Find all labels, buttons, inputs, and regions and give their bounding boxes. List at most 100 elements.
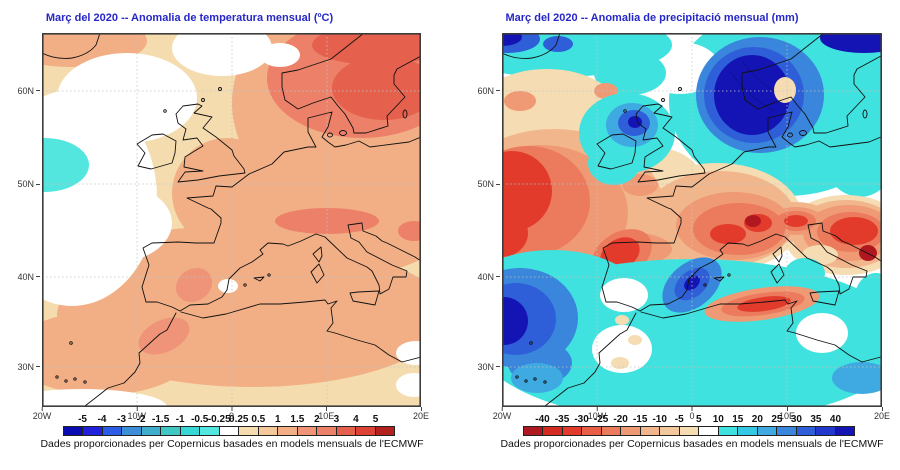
colorbar-label--25: -25 <box>593 414 609 425</box>
colorbar-label--40: -40 <box>535 414 550 425</box>
x-tick-0: 0 <box>229 407 234 421</box>
colorbar-label-5: 5 <box>695 414 702 425</box>
precipitation-x-axis: 20W 10W 0 10E 20E <box>493 407 890 423</box>
colorbar-label--35: -35 <box>554 414 570 425</box>
colorbar-cell <box>835 427 854 435</box>
data-source-caption: Dades proporcionades per Copernicus basa… <box>40 438 424 450</box>
y-tick-50N: 50N <box>477 179 500 189</box>
precipitation-anomaly-field <box>502 33 882 407</box>
colorbar-label-10: 10 <box>712 414 724 425</box>
x-tick-10W: 10W <box>588 407 606 421</box>
colorbar-cell <box>336 427 357 435</box>
colorbar-label-0.25: 0.25 <box>229 414 249 425</box>
colorbar-cell <box>757 427 778 435</box>
colorbar-cell <box>679 427 700 435</box>
y-tick-30N: 30N <box>17 362 40 372</box>
colorbar-label-1.5: 1.5 <box>290 414 305 425</box>
colorbar-label-30: 30 <box>790 414 802 425</box>
colorbar-cell <box>582 427 602 435</box>
colorbar-label-4: 4 <box>353 414 359 425</box>
y-tick-40N: 40N <box>17 272 40 282</box>
colorbar-cell <box>64 427 84 435</box>
colorbar-cell <box>718 427 739 435</box>
colorbar-cell <box>278 427 298 435</box>
colorbar-cell <box>640 427 661 435</box>
temperature-x-axis: 20W 10W 0 10E 20E <box>33 407 429 423</box>
precipitation-colorbar-labels: -40 -35 -30 -25 -20 -15 -10 -5 5 10 15 20 25 30 35 40 <box>523 414 855 425</box>
colorbar-cell <box>356 427 376 435</box>
colorbar-cell <box>102 427 123 435</box>
map-frame <box>42 33 421 407</box>
colorbar-cell <box>180 427 201 435</box>
colorbar-cell <box>543 427 563 435</box>
colorbar-label-1: 1 <box>275 414 281 425</box>
precipitation-panel: Març del 2020 -- Anomalia de precipitaci… <box>450 0 900 470</box>
colorbar-label-5: 5 <box>372 414 379 425</box>
colorbar-label--30: -30 <box>574 414 589 425</box>
colorbar-label-2: 2 <box>314 414 320 425</box>
colorbar-cell <box>621 427 641 435</box>
temperature-y-axis: 60N 50N 40N 30N <box>0 33 40 407</box>
x-tick-20E: 20E <box>874 407 890 421</box>
temperature-map-title: Març del 2020 -- Anomalia de temperatura… <box>45 12 334 24</box>
y-tick-60N: 60N <box>477 86 500 96</box>
colorbar-cell <box>122 427 142 435</box>
colorbar-label-20: 20 <box>751 414 763 425</box>
map-frame <box>502 33 882 407</box>
colorbar-cell <box>601 427 622 435</box>
temperature-anomaly-field <box>42 33 421 407</box>
colorbar-cell <box>219 427 240 435</box>
x-tick-0: 0 <box>689 407 695 421</box>
colorbar-cell <box>141 427 162 435</box>
colorbar-label-15: 15 <box>732 414 744 425</box>
colorbar-cell <box>699 427 719 435</box>
colorbar-cell <box>239 427 259 435</box>
y-tick-60N: 60N <box>17 86 40 96</box>
temperature-colorbar <box>63 426 395 436</box>
colorbar-cell <box>297 427 318 435</box>
colorbar-label-3: 3 <box>333 414 340 425</box>
colorbar-cell <box>660 427 680 435</box>
y-tick-30N: 30N <box>477 362 500 372</box>
colorbar-cell <box>161 427 181 435</box>
precipitation-y-axis: 60N 50N 40N 30N <box>460 33 500 407</box>
colorbar-label-25: 25 <box>771 414 783 425</box>
colorbar-label--3: -3 <box>117 414 127 425</box>
colorbar-label--1: -1 <box>175 414 185 425</box>
colorbar-cell <box>738 427 758 435</box>
colorbar-label--5: -5 <box>674 414 684 425</box>
colorbar-cell <box>796 427 817 435</box>
colorbar-cell <box>375 427 394 435</box>
colorbar-cell <box>816 427 836 435</box>
colorbar-cell <box>258 427 279 435</box>
precipitation-anomaly-map <box>502 33 882 407</box>
gridlines <box>502 33 882 407</box>
colorbar-label-0.5: 0.5 <box>251 414 266 425</box>
colorbar-label--0.5: -0.5 <box>191 414 209 425</box>
y-tick-50N: 50N <box>17 179 40 189</box>
colorbar-label--5: -5 <box>78 414 87 425</box>
precipitation-map-svg <box>502 33 882 407</box>
temperature-panel: Març del 2020 -- Anomalia de temperatura… <box>0 12 429 450</box>
x-tick-10E: 10E <box>779 407 795 421</box>
x-tick-20E: 20E <box>413 407 429 421</box>
y-tick-40N: 40N <box>477 272 500 282</box>
colorbar-label--20: -20 <box>613 414 628 425</box>
x-tick-20W: 20W <box>33 407 51 421</box>
colorbar-cell <box>317 427 337 435</box>
x-tick-20W: 20W <box>493 407 511 421</box>
temperature-colorbar-labels: -5 -4 -3 -2 -1.5 -1 -0.5 -0.25 0.25 0.5 1 1.5 2 3 4 5 <box>63 414 395 425</box>
colorbar-cell <box>200 427 220 435</box>
colorbar-label-35: 35 <box>810 414 822 425</box>
colorbar-label--1.5: -1.5 <box>152 414 170 425</box>
colorbar-label--4: -4 <box>97 414 107 425</box>
precipitation-colorbar <box>523 426 855 436</box>
colorbar-label--10: -10 <box>652 414 667 425</box>
colorbar-cell <box>524 427 544 435</box>
colorbar-label--0.25: -0.25 <box>207 414 231 425</box>
colorbar-cell <box>777 427 797 435</box>
colorbar-cell <box>562 427 583 435</box>
precipitation-map-title: Març del 2020 -- Anomalia de precipitaci… <box>505 12 799 24</box>
temperature-anomaly-map <box>42 33 421 407</box>
temperature-map-svg <box>42 33 421 407</box>
